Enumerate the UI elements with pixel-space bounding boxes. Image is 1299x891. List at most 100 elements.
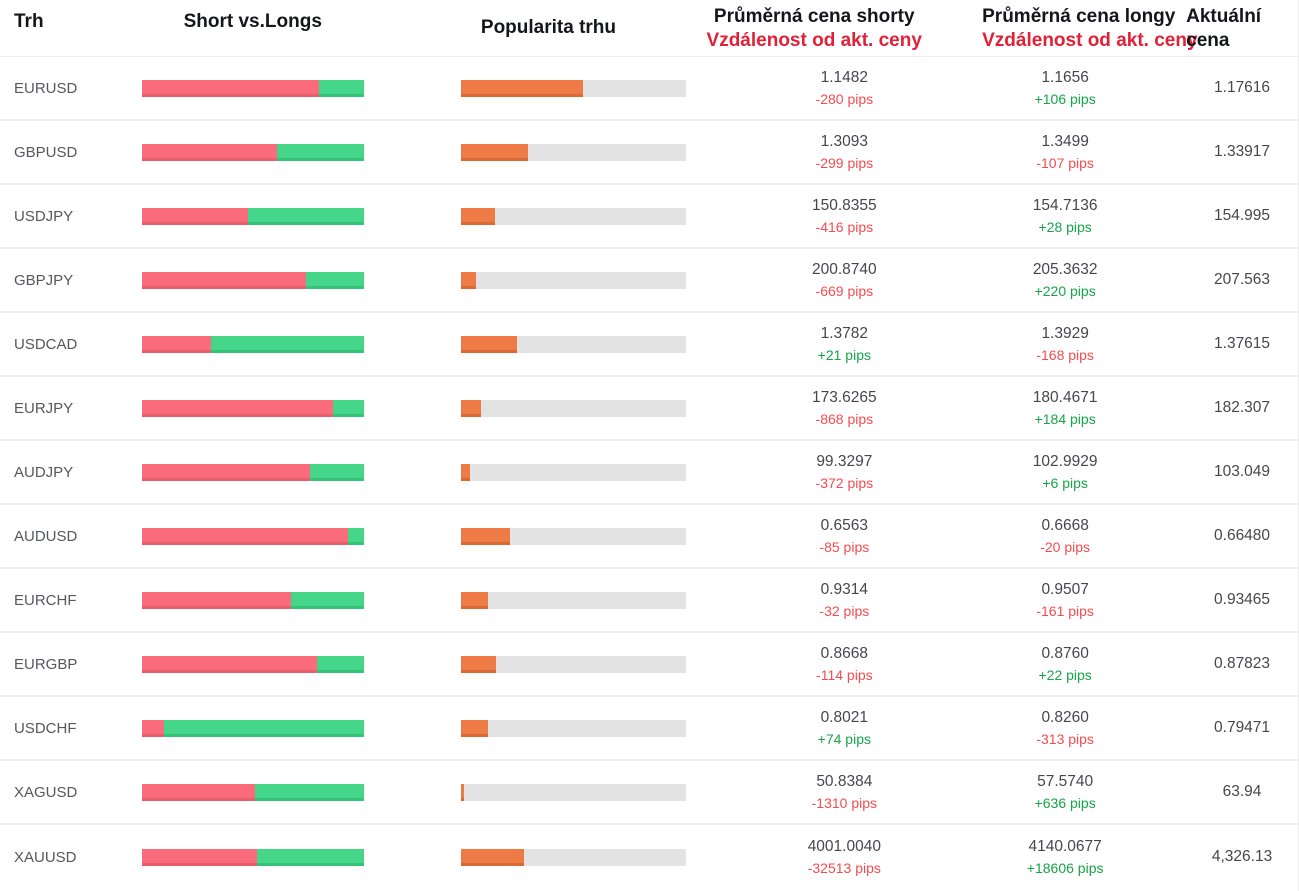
- avg-long-price-cell: 1.3499 -107 pips: [982, 133, 1148, 171]
- shorts-bar-fill: [141, 591, 291, 609]
- table-row[interactable]: EURUSD 1.1482 -280 pips 1.1656 +106: [0, 57, 1298, 121]
- shorts-bar-fill: [141, 783, 256, 801]
- avg-short-price: 173.6265: [812, 389, 877, 406]
- avg-long-price-cell: 0.9507 -161 pips: [982, 581, 1148, 619]
- header-long-distance-subtitle: Vzdálenost od akt. ceny: [982, 30, 1198, 51]
- avg-short-price-cell: 0.9314 -32 pips: [706, 581, 982, 619]
- shorts-vs-longs-cell: [141, 783, 364, 801]
- shorts-vs-longs-cell: [141, 719, 364, 737]
- avg-short-price: 0.9314: [820, 581, 869, 598]
- popularity-bar-fill: [460, 783, 465, 801]
- table-row[interactable]: USDCAD 1.3782 +21 pips 1.3929 -168 p: [0, 313, 1298, 377]
- popularity-bar-track: [460, 143, 687, 161]
- avg-long-price-cell: 4140.0677 +18606 pips: [982, 838, 1148, 876]
- table-row[interactable]: GBPUSD 1.3093 -299 pips 1.3499 -107: [0, 121, 1298, 185]
- avg-short-price-cell: 1.1482 -280 pips: [706, 69, 982, 107]
- avg-long-price: 0.6668: [1041, 517, 1089, 534]
- longs-bar-fill: [248, 207, 364, 225]
- popularity-cell: [460, 719, 687, 737]
- market-label: EURUSD: [14, 79, 78, 97]
- popularity-cell: [460, 79, 687, 97]
- popularity-cell: [460, 591, 687, 609]
- popularity-bar-fill: [460, 848, 524, 866]
- shorts-bar-fill: [141, 79, 320, 97]
- longs-bar-fill: [319, 79, 364, 97]
- header-spacer: [686, 0, 706, 56]
- longs-bar-fill: [164, 719, 364, 737]
- table-body: EURUSD 1.1482 -280 pips 1.1656 +106: [0, 57, 1298, 889]
- table-row[interactable]: EURCHF 0.9314 -32 pips 0.9507 -161 p: [0, 569, 1298, 633]
- shorts-bar-fill: [141, 143, 278, 161]
- shorts-vs-longs-bar: [141, 591, 364, 609]
- market-label: USDCHF: [14, 719, 77, 737]
- avg-long-price: 0.8760: [1041, 645, 1089, 662]
- avg-short-price-cell: 150.8355 -416 pips: [706, 197, 982, 235]
- short-distance-pips: -372 pips: [815, 475, 874, 491]
- long-distance-pips: +636 pips: [1034, 795, 1096, 811]
- short-distance-pips: -32513 pips: [807, 860, 881, 876]
- popularity-bar-fill: [460, 591, 488, 609]
- avg-long-price-cell: 57.5740 +636 pips: [982, 773, 1148, 811]
- table-row[interactable]: AUDUSD 0.6563 -85 pips 0.6668 -20 pi: [0, 505, 1298, 569]
- header-current-price: Aktuální cena: [1148, 0, 1298, 56]
- table-row[interactable]: XAUUSD 4001.0040 -32513 pips 4140.0677: [0, 825, 1298, 889]
- popularity-bar-fill: [460, 207, 495, 225]
- avg-short-price-cell: 1.3093 -299 pips: [706, 133, 982, 171]
- current-price: 0.66480: [1214, 527, 1271, 544]
- market-label: GBPUSD: [14, 143, 78, 161]
- popularity-cell: [460, 527, 687, 545]
- current-price: 182.307: [1214, 399, 1271, 416]
- shorts-vs-longs-bar: [141, 399, 364, 417]
- popularity-bar-fill: [460, 655, 496, 673]
- avg-long-price-cell: 1.1656 +106 pips: [982, 69, 1148, 107]
- popularity-bar-fill: [460, 463, 470, 481]
- shorts-vs-longs-cell: [141, 848, 364, 866]
- shorts-vs-longs-bar: [141, 271, 364, 289]
- short-distance-pips: -669 pips: [815, 283, 874, 299]
- shorts-bar-fill: [141, 655, 318, 673]
- short-distance-pips: -85 pips: [819, 539, 870, 555]
- popularity-bar-track: [460, 527, 687, 545]
- avg-long-price-cell: 205.3632 +220 pips: [982, 261, 1148, 299]
- avg-short-price: 200.8740: [812, 261, 877, 278]
- popularity-cell: [460, 207, 687, 225]
- table-row[interactable]: USDJPY 150.8355 -416 pips 154.7136 +: [0, 185, 1298, 249]
- shorts-bar-fill: [141, 719, 165, 737]
- market-label: USDJPY: [14, 207, 74, 225]
- popularity-cell: [460, 848, 687, 866]
- avg-long-price: 154.7136: [1032, 197, 1098, 214]
- popularity-cell: [460, 271, 687, 289]
- longs-bar-fill: [332, 399, 364, 417]
- shorts-vs-longs-cell: [141, 591, 364, 609]
- avg-short-price: 1.3782: [820, 325, 869, 342]
- long-distance-pips: +106 pips: [1034, 91, 1096, 107]
- shorts-bar-fill: [141, 463, 311, 481]
- popularity-bar-fill: [460, 143, 529, 161]
- table-row[interactable]: USDCHF 0.8021 +74 pips 0.8260 -313 p: [0, 697, 1298, 761]
- table-row[interactable]: XAGUSD 50.8384 -1310 pips 57.5740 +6: [0, 761, 1298, 825]
- market-label: GBPJPY: [14, 271, 74, 289]
- table-header: Trh Short vs.Longs Popularita trhu Průmě…: [0, 0, 1298, 57]
- avg-short-price-cell: 0.8021 +74 pips: [706, 709, 982, 747]
- table-row[interactable]: GBPJPY 200.8740 -669 pips 205.3632 +: [0, 249, 1298, 313]
- table-row[interactable]: EURGBP 0.8668 -114 pips 0.8760 +22 p: [0, 633, 1298, 697]
- avg-long-price: 180.4671: [1032, 389, 1098, 406]
- avg-short-price-cell: 173.6265 -868 pips: [706, 389, 982, 427]
- avg-long-price-cell: 0.8760 +22 pips: [982, 645, 1148, 683]
- short-distance-pips: -299 pips: [815, 155, 874, 171]
- current-price: 63.94: [1222, 783, 1262, 800]
- avg-short-price-cell: 0.6563 -85 pips: [706, 517, 982, 555]
- popularity-bar-track: [460, 335, 687, 353]
- popularity-cell: [460, 783, 687, 801]
- shorts-vs-longs-cell: [141, 399, 364, 417]
- table-row[interactable]: EURJPY 173.6265 -868 pips 180.4671 +: [0, 377, 1298, 441]
- short-distance-pips: -416 pips: [815, 219, 874, 235]
- table-row[interactable]: AUDJPY 99.3297 -372 pips 102.9929 +6: [0, 441, 1298, 505]
- avg-short-price: 0.8021: [820, 709, 869, 726]
- avg-short-price: 99.3297: [816, 453, 873, 470]
- avg-short-price: 4001.0040: [807, 838, 881, 855]
- short-distance-pips: -280 pips: [815, 91, 874, 107]
- avg-short-price-cell: 1.3782 +21 pips: [706, 325, 982, 363]
- avg-long-price-cell: 1.3929 -168 pips: [982, 325, 1148, 363]
- avg-short-price: 1.1482: [820, 69, 869, 86]
